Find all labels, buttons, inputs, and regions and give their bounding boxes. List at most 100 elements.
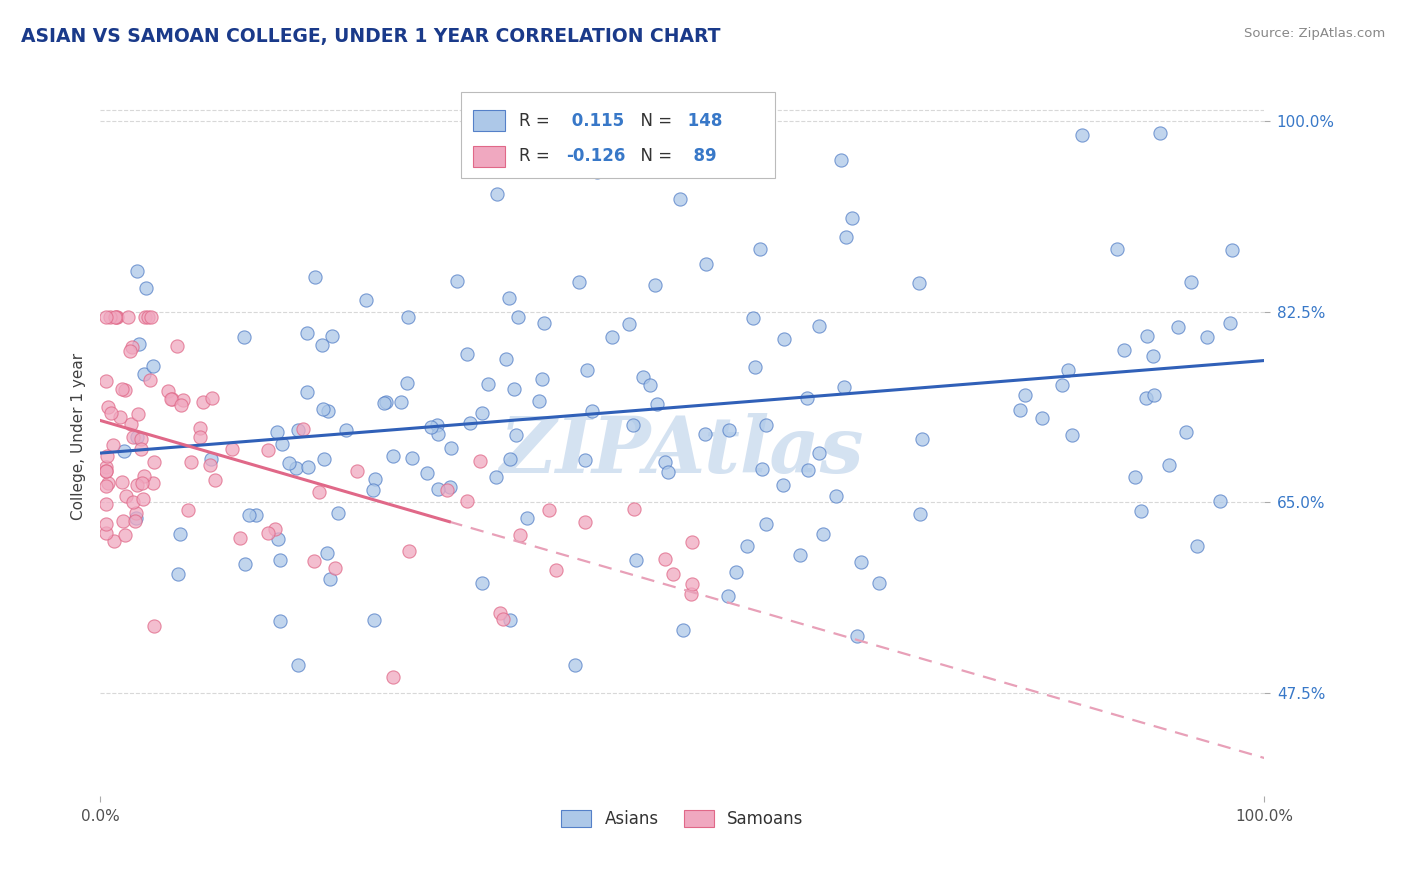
Point <box>141 359 163 373</box>
Point <box>111 514 134 528</box>
Point <box>110 410 132 425</box>
Point <box>717 589 740 603</box>
Point <box>1174 425 1197 439</box>
Point <box>131 432 153 446</box>
Point <box>869 575 891 590</box>
Point <box>354 293 377 308</box>
Point <box>744 360 766 375</box>
Point <box>291 422 314 436</box>
Point <box>509 527 531 541</box>
Point <box>96 449 118 463</box>
Point <box>498 291 520 305</box>
Point <box>302 554 325 568</box>
Point <box>129 442 152 457</box>
Point <box>295 326 318 340</box>
Text: ASIAN VS SAMOAN COLLEGE, UNDER 1 YEAR CORRELATION CHART: ASIAN VS SAMOAN COLLEGE, UNDER 1 YEAR CO… <box>21 27 721 45</box>
Point <box>471 406 494 420</box>
Point <box>754 517 776 532</box>
Point <box>121 340 143 354</box>
Point <box>263 522 285 536</box>
Point <box>564 658 586 673</box>
Point <box>114 489 136 503</box>
Point <box>100 406 122 420</box>
Point <box>772 332 794 346</box>
Point <box>495 352 517 367</box>
Point <box>120 343 142 358</box>
Point <box>679 587 702 601</box>
Point <box>456 347 478 361</box>
Point <box>505 427 527 442</box>
Point <box>132 469 155 483</box>
Point <box>128 337 150 351</box>
Point <box>1123 470 1146 484</box>
Point <box>200 451 222 466</box>
Point <box>94 464 117 478</box>
Point <box>1052 377 1074 392</box>
Point <box>396 310 419 324</box>
Point <box>101 438 124 452</box>
Point <box>121 430 143 444</box>
Point <box>94 460 117 475</box>
Point <box>97 475 120 490</box>
Point <box>266 425 288 439</box>
Point <box>277 456 299 470</box>
Point <box>1219 316 1241 330</box>
Point <box>160 392 183 406</box>
Point <box>287 423 309 437</box>
Point <box>269 553 291 567</box>
Point <box>851 555 873 569</box>
Text: 148: 148 <box>682 112 723 129</box>
Text: -0.126: -0.126 <box>565 147 626 166</box>
Point <box>127 430 149 444</box>
Point <box>1142 349 1164 363</box>
Point <box>1195 329 1218 343</box>
Point <box>114 383 136 397</box>
Point <box>515 510 537 524</box>
Point <box>266 532 288 546</box>
Point <box>1220 243 1243 257</box>
Point <box>316 546 339 560</box>
Point <box>576 363 599 377</box>
Point <box>811 527 834 541</box>
Y-axis label: College, Under 1 year: College, Under 1 year <box>72 353 86 520</box>
Point <box>138 310 160 324</box>
Point <box>624 552 647 566</box>
Point <box>311 338 333 352</box>
Point <box>546 562 568 576</box>
Point <box>1031 410 1053 425</box>
Point <box>1143 388 1166 402</box>
Point <box>125 263 148 277</box>
Point <box>166 566 188 581</box>
Point <box>1105 242 1128 256</box>
Point <box>363 613 385 627</box>
Point <box>398 543 420 558</box>
Point <box>314 451 336 466</box>
Point <box>135 281 157 295</box>
Point <box>201 391 224 405</box>
Point <box>321 329 343 343</box>
Point <box>304 270 326 285</box>
Point <box>98 310 121 324</box>
Point <box>346 464 368 478</box>
Point <box>1185 539 1208 553</box>
Point <box>132 367 155 381</box>
Point <box>229 532 252 546</box>
Point <box>617 317 640 331</box>
Point <box>160 392 183 407</box>
Point <box>169 398 191 412</box>
Point <box>748 242 770 256</box>
Point <box>908 277 931 291</box>
Point <box>1180 275 1202 289</box>
Point <box>401 451 423 466</box>
Point <box>1070 128 1092 143</box>
Point <box>623 501 645 516</box>
Point <box>661 566 683 581</box>
Point <box>485 186 508 201</box>
Point <box>373 396 395 410</box>
Point <box>188 430 211 444</box>
Point <box>269 615 291 629</box>
Point <box>911 432 934 446</box>
Point <box>395 376 418 390</box>
FancyBboxPatch shape <box>472 146 505 167</box>
Point <box>104 310 127 324</box>
